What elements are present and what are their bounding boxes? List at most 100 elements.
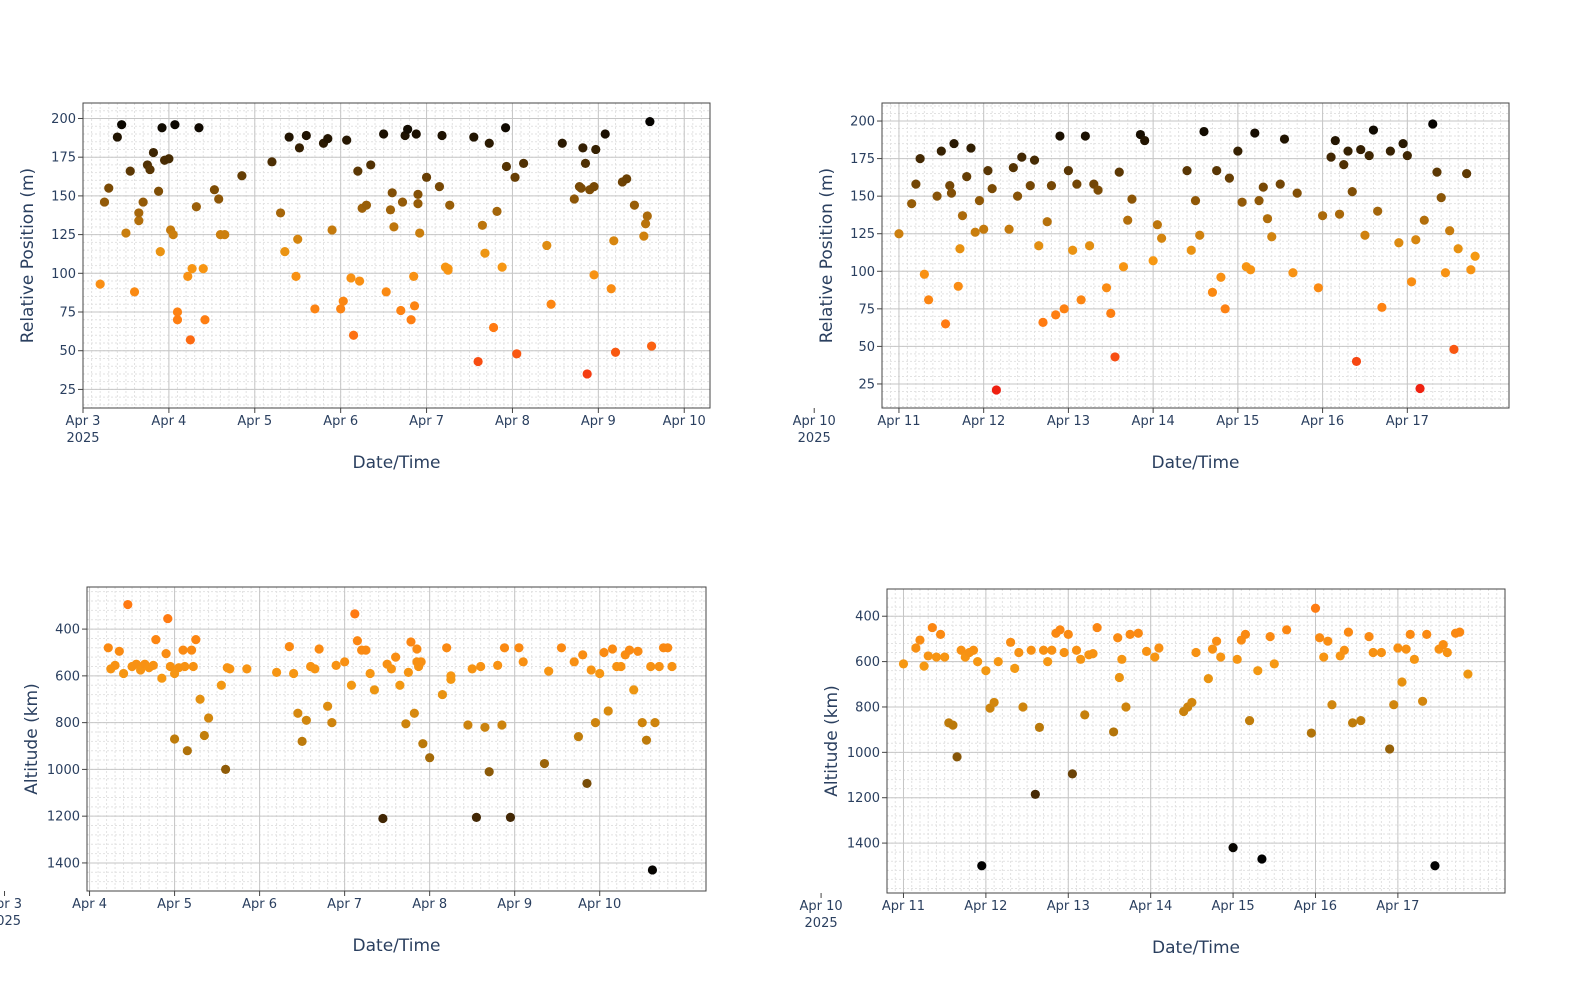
data-point bbox=[1438, 639, 1448, 650]
data-point bbox=[1262, 214, 1273, 224]
x-tick-label: Apr 12 bbox=[964, 899, 1007, 914]
data-point bbox=[927, 622, 937, 633]
data-point bbox=[1393, 643, 1403, 653]
y-tick-label: 600 bbox=[855, 655, 880, 670]
data-point bbox=[898, 659, 909, 669]
data-point bbox=[1258, 182, 1268, 192]
data-point bbox=[915, 635, 925, 645]
data-point bbox=[640, 219, 651, 229]
y-tick-label: 400 bbox=[855, 610, 880, 625]
data-point bbox=[1080, 131, 1090, 141]
data-point bbox=[157, 673, 167, 683]
y-tick-label: 1400 bbox=[47, 856, 80, 871]
x-tick-label: Apr 4 bbox=[72, 897, 107, 912]
data-point bbox=[310, 664, 320, 674]
data-point bbox=[1402, 150, 1412, 161]
data-point bbox=[946, 188, 957, 198]
data-point bbox=[955, 244, 965, 254]
data-point bbox=[977, 861, 987, 871]
x-tick-label: Apr 13 bbox=[1047, 899, 1090, 914]
data-point bbox=[1140, 135, 1150, 146]
y-tick-label: 125 bbox=[850, 227, 875, 242]
data-point bbox=[974, 196, 985, 206]
x-tick-label: Apr 3 bbox=[66, 414, 101, 429]
chart-panel-2: Apr 10 2025 Apr 11 Apr 12 Apr 13 Apr 14 Apr 15… bbox=[793, 102, 1510, 473]
y-tick-label: 100 bbox=[850, 265, 875, 280]
data-point bbox=[981, 666, 991, 676]
data-point bbox=[993, 656, 1003, 667]
data-point bbox=[237, 171, 247, 181]
data-point bbox=[1038, 645, 1049, 655]
data-point bbox=[519, 158, 529, 168]
data-point bbox=[412, 644, 422, 654]
y-tick-label: 75 bbox=[858, 302, 875, 317]
data-point bbox=[510, 172, 520, 182]
data-point bbox=[114, 646, 124, 656]
data-point bbox=[1008, 163, 1018, 173]
data-point bbox=[500, 123, 511, 133]
data-point bbox=[1113, 633, 1123, 643]
y-axis-title: Altitude (km) bbox=[22, 683, 42, 795]
data-point bbox=[501, 161, 512, 172]
y-tick-label: 800 bbox=[855, 700, 880, 715]
data-point bbox=[1072, 179, 1082, 189]
data-point bbox=[599, 647, 609, 658]
data-point bbox=[272, 667, 282, 677]
data-point bbox=[989, 697, 999, 708]
data-point bbox=[395, 680, 405, 690]
data-point bbox=[409, 708, 419, 718]
data-point bbox=[1470, 251, 1480, 261]
data-point bbox=[1253, 666, 1263, 676]
data-point bbox=[647, 865, 658, 875]
data-point bbox=[931, 652, 942, 662]
x-tick-label: Apr 12 bbox=[962, 414, 1005, 429]
x-axis-title: Date/Time bbox=[1152, 938, 1240, 958]
data-point bbox=[293, 708, 303, 718]
x-tick-label: Apr 8 bbox=[495, 414, 530, 429]
plot-frame bbox=[881, 102, 1510, 409]
data-point bbox=[505, 812, 516, 822]
y-tick-label: 800 bbox=[55, 716, 80, 731]
data-point bbox=[310, 304, 320, 314]
y-axis-title: Altitude (km) bbox=[822, 685, 842, 797]
data-point bbox=[168, 229, 178, 240]
data-point bbox=[1254, 196, 1264, 206]
data-point bbox=[654, 661, 664, 672]
x-tick-label: Apr 16 bbox=[1294, 899, 1337, 914]
data-point bbox=[1055, 625, 1065, 635]
data-point bbox=[194, 123, 204, 133]
data-point bbox=[983, 166, 993, 176]
data-point bbox=[1212, 636, 1222, 646]
data-point bbox=[1101, 283, 1112, 293]
data-point bbox=[1385, 744, 1395, 754]
data-point bbox=[155, 247, 165, 257]
y-tick-label: 175 bbox=[850, 152, 875, 167]
x-tick-label: Apr 11 bbox=[877, 414, 920, 429]
data-point bbox=[1415, 383, 1425, 394]
data-point bbox=[1191, 647, 1201, 658]
data-point bbox=[1187, 697, 1197, 708]
data-point bbox=[1449, 344, 1459, 355]
x-axis-title: Date/Time bbox=[1152, 453, 1240, 473]
data-point bbox=[411, 129, 421, 139]
plot-frame bbox=[86, 586, 707, 892]
data-point bbox=[443, 264, 453, 274]
x-tick-label: Apr 14 bbox=[1132, 414, 1175, 429]
data-point bbox=[121, 228, 131, 238]
data-point bbox=[1265, 632, 1275, 642]
data-point bbox=[518, 657, 528, 667]
data-point bbox=[576, 183, 586, 193]
data-point bbox=[1436, 193, 1446, 203]
data-point bbox=[1109, 727, 1119, 737]
data-point bbox=[409, 271, 419, 282]
data-point bbox=[1014, 647, 1024, 658]
chart-panel-1: Apr 3 2025 Apr 4 Apr 5 Apr 6 Apr 7 Apr 8 Apr 9 A… bbox=[18, 102, 711, 473]
data-point bbox=[145, 164, 155, 175]
data-point bbox=[1228, 843, 1238, 853]
data-point bbox=[1055, 131, 1065, 141]
data-point bbox=[919, 661, 929, 671]
y-tick-label: 1200 bbox=[47, 810, 80, 825]
data-point bbox=[103, 643, 113, 653]
data-point bbox=[1364, 632, 1374, 642]
y-tick-label: 125 bbox=[51, 228, 76, 243]
